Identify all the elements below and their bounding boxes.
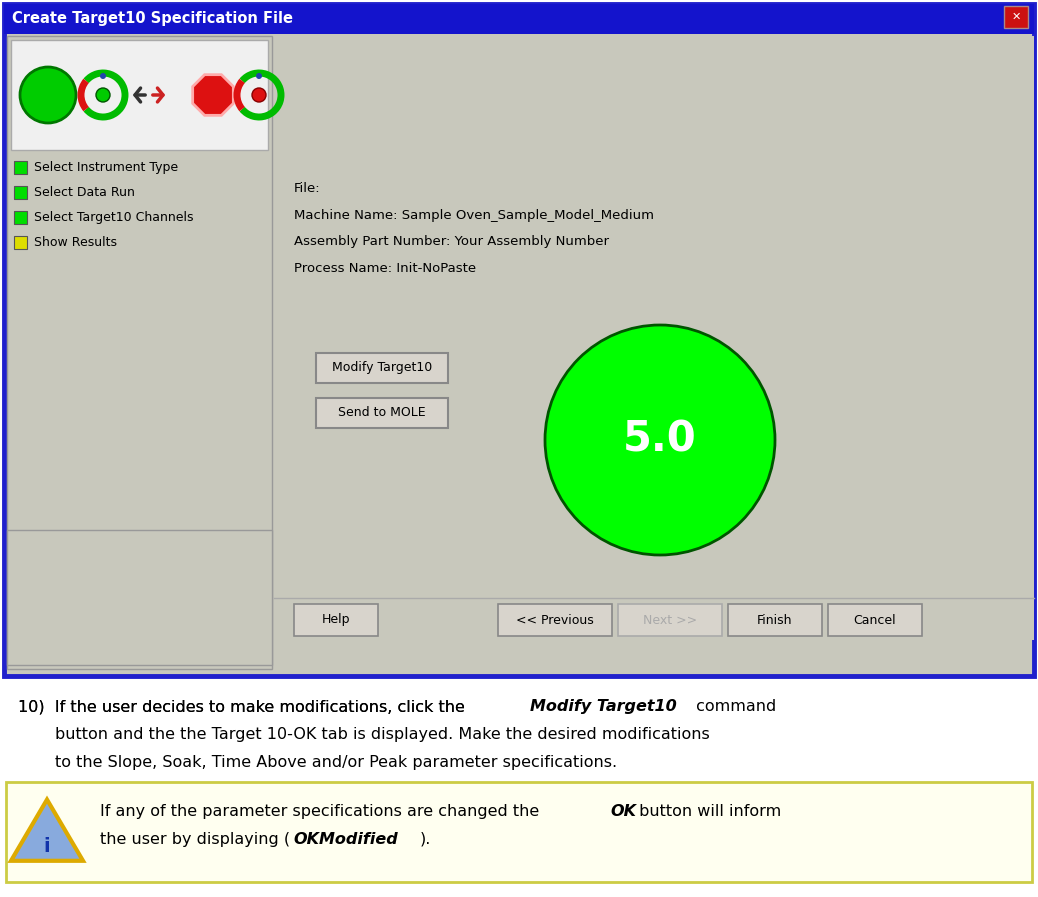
Text: Select Target10 Channels: Select Target10 Channels <box>34 212 193 224</box>
Text: Modify Target10: Modify Target10 <box>332 361 432 375</box>
FancyBboxPatch shape <box>13 161 27 174</box>
FancyBboxPatch shape <box>13 211 27 224</box>
Circle shape <box>100 73 106 79</box>
Text: 10)  If the user decides to make modifications, click the: 10) If the user decides to make modifica… <box>18 699 470 714</box>
Circle shape <box>95 88 110 102</box>
Text: Help: Help <box>322 614 350 626</box>
FancyBboxPatch shape <box>11 40 268 150</box>
Text: 5.0: 5.0 <box>623 419 696 461</box>
Polygon shape <box>11 799 83 861</box>
Text: Select Data Run: Select Data Run <box>34 187 135 199</box>
Circle shape <box>20 67 76 123</box>
Text: Cancel: Cancel <box>853 614 896 626</box>
FancyBboxPatch shape <box>7 530 272 665</box>
Circle shape <box>256 73 262 79</box>
FancyBboxPatch shape <box>274 36 1034 626</box>
FancyBboxPatch shape <box>7 36 272 669</box>
FancyBboxPatch shape <box>498 604 612 636</box>
Text: 10)  If the user decides to make modifications, click the: 10) If the user decides to make modifica… <box>18 699 470 714</box>
Text: button and the the Target 10-OK tab is displayed. Make the desired modifications: button and the the Target 10-OK tab is d… <box>55 727 710 742</box>
Text: OK: OK <box>610 804 636 819</box>
Text: Send to MOLE: Send to MOLE <box>338 406 426 420</box>
Text: Assembly Part Number: Your Assembly Number: Assembly Part Number: Your Assembly Numb… <box>294 236 609 248</box>
Text: Next >>: Next >> <box>643 614 698 626</box>
FancyBboxPatch shape <box>294 604 378 636</box>
FancyBboxPatch shape <box>13 186 27 199</box>
Text: ✕: ✕ <box>1011 12 1020 22</box>
Text: command: command <box>691 699 776 714</box>
Polygon shape <box>193 74 234 116</box>
Text: to the Slope, Soak, Time Above and/or Peak parameter specifications.: to the Slope, Soak, Time Above and/or Pe… <box>55 755 618 770</box>
FancyBboxPatch shape <box>316 353 448 383</box>
FancyBboxPatch shape <box>828 604 922 636</box>
Text: Show Results: Show Results <box>34 237 117 249</box>
Circle shape <box>545 325 775 555</box>
FancyBboxPatch shape <box>618 604 722 636</box>
Text: If any of the parameter specifications are changed the: If any of the parameter specifications a… <box>100 804 544 819</box>
Text: Process Name: Init-NoPaste: Process Name: Init-NoPaste <box>294 263 476 275</box>
Text: ).: ). <box>420 832 432 847</box>
FancyBboxPatch shape <box>4 4 1034 34</box>
Text: Modify Target10: Modify Target10 <box>530 699 677 714</box>
FancyBboxPatch shape <box>13 236 27 249</box>
Text: Machine Name: Sample Oven_Sample_Model_Medium: Machine Name: Sample Oven_Sample_Model_M… <box>294 208 654 222</box>
FancyBboxPatch shape <box>274 595 1034 640</box>
FancyBboxPatch shape <box>6 782 1032 882</box>
Text: OKModified: OKModified <box>293 832 398 847</box>
FancyBboxPatch shape <box>728 604 822 636</box>
Text: Create Target10 Specification File: Create Target10 Specification File <box>12 12 293 27</box>
FancyBboxPatch shape <box>316 398 448 428</box>
Text: File:: File: <box>294 181 321 195</box>
Circle shape <box>252 88 266 102</box>
Text: button will inform: button will inform <box>634 804 782 819</box>
FancyBboxPatch shape <box>1004 6 1028 28</box>
Text: the user by displaying (: the user by displaying ( <box>100 832 291 847</box>
Text: Select Instrument Type: Select Instrument Type <box>34 161 179 175</box>
FancyBboxPatch shape <box>4 4 1034 676</box>
Text: i: i <box>44 838 50 857</box>
Text: Finish: Finish <box>758 614 793 626</box>
Text: << Previous: << Previous <box>516 614 594 626</box>
